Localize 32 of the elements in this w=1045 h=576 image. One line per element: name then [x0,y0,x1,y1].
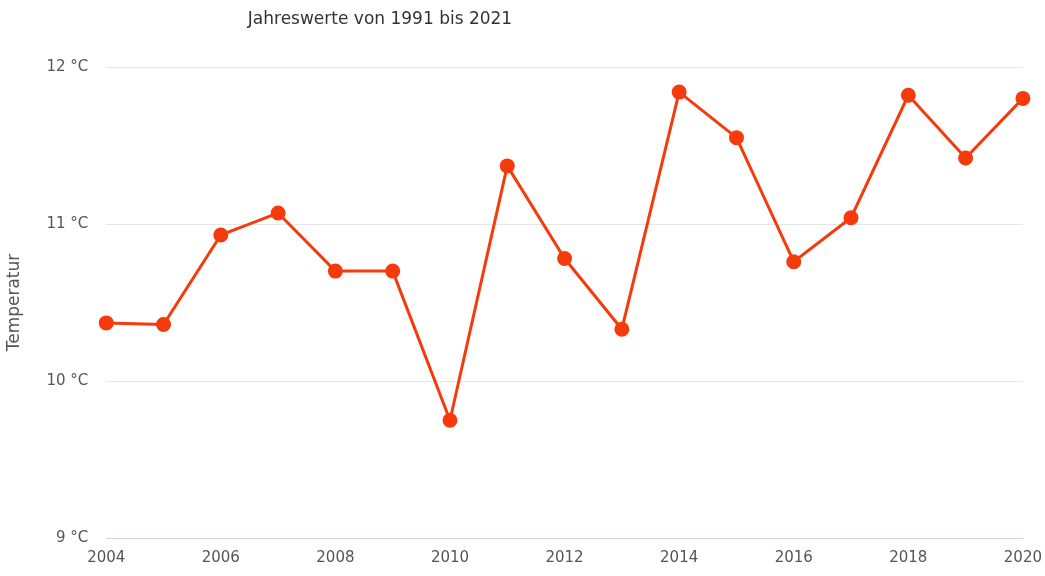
point [270,205,286,221]
point [327,263,343,279]
x-tick-label: 2008 [316,547,355,566]
point [442,412,458,428]
point [900,87,916,103]
point [958,150,974,166]
point [1015,90,1031,106]
y-tick-label: 11 °C [46,213,89,232]
x-tick-label: 2004 [87,547,126,566]
y-tick-label: 10 °C [46,370,89,389]
point [98,315,114,331]
point [385,263,401,279]
point [614,321,630,337]
point [557,251,573,267]
x-tick-label: 2006 [201,547,240,566]
x-tick-label: 2018 [889,547,928,566]
point [671,84,687,100]
point [499,158,515,174]
y-tick-label: 12 °C [46,56,89,75]
x-tick-label: 2012 [545,547,584,566]
x-tick-label: 2020 [1003,547,1043,566]
point [843,210,859,226]
point [156,316,172,332]
y-axis-title: Temperatur [2,253,23,353]
x-tick-label: 2014 [660,547,699,566]
point [786,254,802,270]
chart-title: Jahreswerte von 1991 bis 2021 [246,8,514,28]
point [728,130,744,146]
x-tick-label: 2010 [430,547,470,566]
y-tick-label: 9 °C [55,527,89,546]
point [213,227,229,243]
x-tick-label: 2016 [774,547,813,566]
